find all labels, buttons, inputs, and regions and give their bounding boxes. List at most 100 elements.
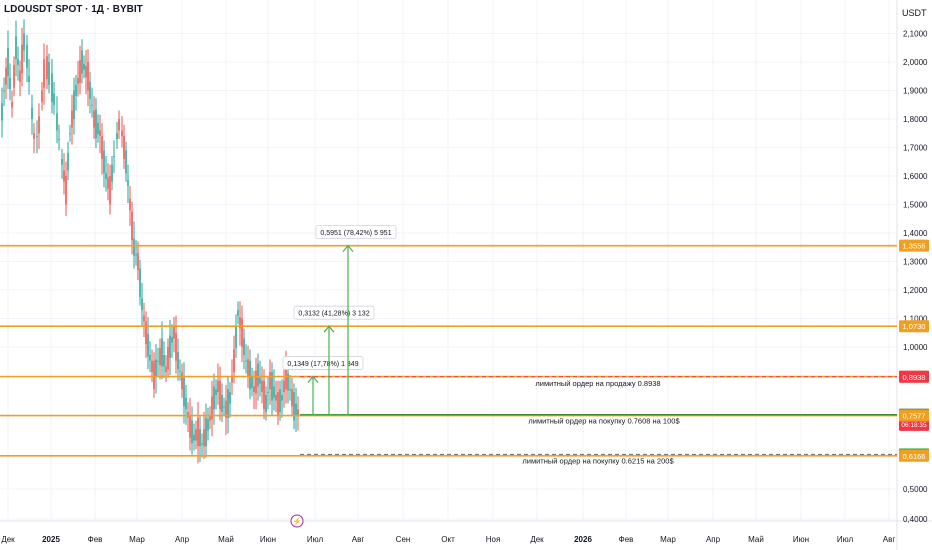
- candle-body: [28, 76, 30, 82]
- candle-body: [107, 177, 109, 189]
- badge-countdown: 06:18:35: [901, 422, 927, 429]
- candle-body: [277, 392, 279, 415]
- badge-level-bg: [899, 449, 929, 462]
- candle-body: [165, 366, 167, 373]
- candle-body: [267, 392, 269, 394]
- candle-body: [191, 420, 193, 444]
- event-icon: [290, 514, 304, 528]
- candle-body: [153, 360, 155, 390]
- order-note: лимитный ордер на покупку 0.7608 на 100$: [528, 417, 680, 426]
- x-tick-label: Дек: [1, 535, 15, 544]
- candle-body: [125, 150, 127, 174]
- candle-body: [245, 360, 247, 362]
- candle-body: [97, 122, 99, 135]
- candle-body: [77, 78, 79, 84]
- measure-label: 0,1349 (17,78%) 1 349: [287, 361, 358, 368]
- candle-body: [251, 376, 253, 388]
- candle-body: [219, 380, 221, 410]
- candle-body: [295, 403, 297, 415]
- candle-body: [287, 373, 289, 391]
- candle-body: [181, 372, 183, 390]
- candle-body: [261, 380, 263, 393]
- candle-body: [233, 349, 235, 373]
- candle-body: [143, 315, 145, 322]
- candle-body: [139, 268, 141, 298]
- y-tick-label: 2,1000: [903, 30, 928, 39]
- measure-label-box: [293, 305, 375, 320]
- order-note: лимитный ордер на покупку 0.6215 на 200$: [522, 456, 674, 465]
- candle-body: [183, 377, 185, 407]
- candle-body: [91, 104, 93, 106]
- candle-body: [75, 84, 77, 97]
- candle-body: [215, 389, 217, 395]
- candle-body: [285, 360, 287, 390]
- candle-body: [273, 386, 275, 398]
- candle-body: [113, 156, 115, 158]
- candle-body: [189, 414, 191, 438]
- candle-body: [51, 73, 53, 102]
- candle-body: [101, 136, 103, 159]
- y-tick-label: 1,9000: [903, 87, 928, 96]
- candle-body: [213, 386, 215, 410]
- candle-body: [7, 47, 9, 77]
- x-tick-label: Мар: [660, 535, 676, 544]
- candle-body: [239, 317, 241, 329]
- x-tick-label: Сен: [396, 535, 411, 544]
- candle-body: [241, 318, 243, 347]
- measure-arrowhead: [307, 375, 319, 383]
- badge-level-bg: [899, 239, 929, 252]
- candle-body: [36, 136, 38, 138]
- candle-body: [257, 363, 259, 387]
- candle-body: [3, 90, 5, 92]
- candle-body: [157, 360, 159, 362]
- candle-body: [263, 380, 265, 410]
- candle-body: [209, 414, 211, 421]
- currency-label[interactable]: USDT: [902, 8, 927, 18]
- candle-body: [135, 254, 137, 256]
- x-tick-label: Май: [748, 535, 764, 544]
- y-tick-label: 1,6000: [903, 172, 928, 181]
- badge-level: 0,6166: [903, 452, 926, 461]
- candle-body: [121, 130, 123, 137]
- candle-body: [9, 77, 11, 90]
- measure-arrowhead: [323, 325, 335, 333]
- candle-body: [141, 298, 143, 310]
- candle-body: [199, 429, 201, 447]
- measure-label: 0,5951 (78,42%) 5 951: [320, 230, 391, 237]
- candle-body: [247, 359, 249, 377]
- candle-body: [5, 67, 7, 85]
- candle-body: [131, 211, 133, 241]
- candle-body: [63, 170, 65, 182]
- y-tick-label: 0,4000: [903, 515, 928, 524]
- candle-body: [118, 119, 120, 131]
- x-tick-label: Авг: [352, 535, 365, 544]
- candle-body: [58, 138, 60, 140]
- y-tick-label: 0,5000: [903, 485, 928, 494]
- x-tick-label: Фев: [619, 535, 634, 544]
- y-tick-label: 1,1000: [903, 315, 928, 324]
- x-tick-label: Июл: [307, 535, 324, 544]
- candle-body: [297, 409, 299, 415]
- candle-body: [235, 325, 237, 348]
- y-tick-label: 1,2000: [903, 286, 928, 295]
- candle-body: [203, 429, 205, 447]
- candle-body: [283, 380, 285, 393]
- candle-body: [99, 130, 101, 137]
- measure-label: 0,3132 (41,28%) 3 132: [298, 311, 369, 318]
- candle-body: [87, 62, 89, 91]
- badge-level: 0,7577: [903, 412, 926, 421]
- candle-body: [167, 347, 169, 370]
- measure-label-box: [315, 225, 397, 240]
- x-tick-label: Июл: [837, 535, 854, 544]
- candle-body: [105, 173, 107, 179]
- flash-icon: ⚡: [292, 516, 302, 526]
- candle-body: [103, 150, 105, 174]
- badge-sell-order-bg: [899, 370, 929, 383]
- badge-level-bg: [899, 409, 929, 422]
- candle-body: [253, 386, 255, 393]
- candle-body: [81, 50, 83, 74]
- candle-body: [56, 113, 58, 131]
- candle-body: [177, 352, 179, 370]
- y-tick-label: 1,8000: [903, 115, 928, 124]
